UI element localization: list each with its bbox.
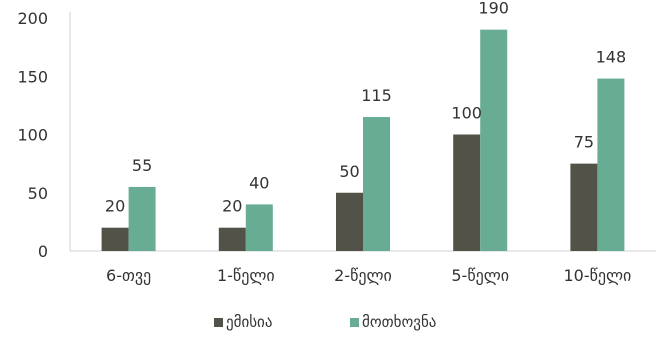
bar-series-2 — [128, 186, 156, 251]
data-label: 40 — [249, 173, 269, 192]
y-tick-label: 100 — [17, 126, 48, 145]
data-label: 100 — [451, 104, 482, 123]
legend: ემისია მოთხოვნა — [214, 313, 436, 331]
data-label: 115 — [361, 86, 392, 105]
bar-series-2 — [480, 29, 508, 252]
bar-series-2 — [245, 204, 273, 251]
y-tick-label: 200 — [17, 9, 48, 28]
x-tick-label: 10-წელი — [563, 266, 631, 285]
y-tick-label: 0 — [38, 242, 48, 261]
data-label: 190 — [478, 0, 509, 18]
legend-swatch — [350, 318, 359, 327]
bar-series-1 — [570, 163, 598, 251]
bar-series-1 — [218, 227, 246, 251]
y-tick-label: 50 — [28, 184, 48, 203]
y-tick-label: 150 — [17, 67, 48, 86]
y-axis: 0 50 100 150 200 — [17, 9, 71, 261]
x-axis: 6-თვე 1-წელი 2-წელი 5-წელი 10-წელი — [70, 250, 656, 285]
bar-series-2 — [597, 78, 625, 251]
bar-series-1 — [453, 134, 481, 251]
bar-series-2 — [363, 117, 390, 252]
bar-series-1 — [336, 192, 363, 251]
data-label: 50 — [339, 162, 359, 181]
x-tick-label: 2-წელი — [334, 266, 392, 285]
bars-group — [101, 29, 625, 252]
legend-label: ემისია — [226, 313, 272, 331]
data-label: 148 — [596, 48, 627, 67]
data-label: 20 — [222, 197, 242, 216]
x-tick-label: 5-წელი — [451, 266, 509, 285]
x-tick-label: 6-თვე — [106, 266, 151, 285]
bar-series-1 — [101, 227, 129, 251]
legend-label: მოთხოვნა — [362, 313, 436, 331]
x-tick-label: 1-წელი — [217, 266, 275, 285]
data-label: 20 — [105, 197, 125, 216]
legend-swatch — [214, 318, 223, 327]
data-label: 55 — [132, 156, 152, 175]
data-label: 75 — [574, 133, 594, 152]
data-labels-group: 20 55 20 40 50 115 100 190 75 148 — [105, 0, 626, 216]
